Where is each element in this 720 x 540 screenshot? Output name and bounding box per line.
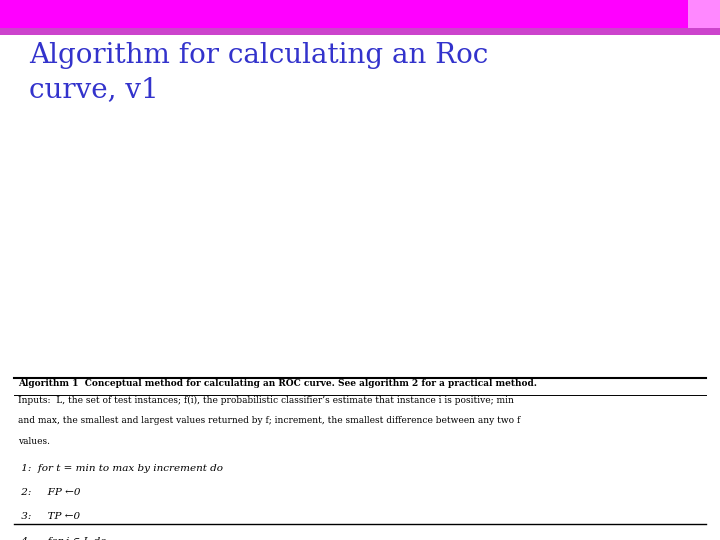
Text: Algorithm 1  Conceptual method for calculating an ROC curve. See algorithm 2 for: Algorithm 1 Conceptual method for calcul… (18, 379, 537, 388)
Text: values.: values. (18, 437, 50, 446)
Text: 3:     TP ←0: 3: TP ←0 (18, 512, 80, 522)
Text: 2:     FP ←0: 2: FP ←0 (18, 488, 81, 497)
Text: and max, the smallest and largest values returned by f; increment, the smallest : and max, the smallest and largest values… (18, 416, 521, 426)
Bar (0, 0, 720, 28)
Text: Algorithm for calculating an Roc
curve, v1: Algorithm for calculating an Roc curve, … (29, 42, 488, 103)
Bar (0, 28, 720, 35)
Bar (688, 0, 720, 28)
Text: 1:  for t = min to max by increment do: 1: for t = min to max by increment do (18, 464, 223, 473)
Text: Inputs:  L, the set of test instances; f(i), the probabilistic classifier’s esti: Inputs: L, the set of test instances; f(… (18, 396, 514, 405)
Text: 4:     for i ∈ L do: 4: for i ∈ L do (18, 537, 107, 540)
